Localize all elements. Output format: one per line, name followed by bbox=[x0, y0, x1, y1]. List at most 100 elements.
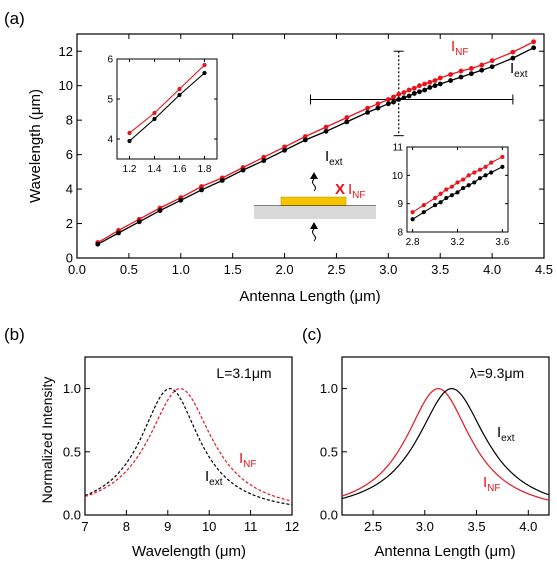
y-tick-label: 0.5 bbox=[320, 444, 338, 459]
y-tick-label: 10 bbox=[59, 78, 73, 93]
point-nf-a bbox=[199, 184, 204, 189]
inset-point-nf bbox=[472, 170, 477, 175]
panel-label-a: (a) bbox=[4, 9, 25, 28]
x-tick-label: 3.5 bbox=[468, 519, 486, 534]
x-tick-label: 4.5 bbox=[535, 262, 553, 277]
series-label-nf-c: INF bbox=[483, 474, 501, 494]
x-tick-label: 1.6 bbox=[173, 164, 187, 175]
x-tick-label: 12 bbox=[285, 519, 299, 534]
x-tick-label: 2.0 bbox=[276, 262, 294, 277]
point-ext-a bbox=[448, 78, 453, 83]
x-tick-label: 11 bbox=[244, 519, 258, 534]
antenna-schematic: Iext X INF bbox=[254, 148, 376, 242]
y-tick-label: 12 bbox=[59, 44, 73, 59]
x-tick-label: 1.0 bbox=[172, 262, 190, 277]
wave-icon-bottom bbox=[312, 228, 316, 242]
inset-point-nf bbox=[466, 173, 471, 178]
point-ext-a bbox=[261, 158, 267, 164]
inset-right-frame bbox=[406, 146, 509, 233]
plot-frame-c bbox=[341, 356, 550, 516]
inset-point-nf bbox=[177, 86, 182, 92]
inset-left-frame bbox=[116, 58, 218, 160]
point-nf-a bbox=[365, 105, 370, 111]
substrate bbox=[254, 206, 376, 219]
x-tick-label: 1.5 bbox=[224, 262, 242, 277]
point-nf-a bbox=[448, 72, 453, 77]
x-axis-label-b: Wavelength (μm) bbox=[132, 543, 246, 560]
point-nf-a bbox=[391, 94, 396, 100]
point-nf-a bbox=[411, 85, 417, 91]
up-arrow-icon-bottom bbox=[310, 222, 318, 229]
inset-point-nf bbox=[489, 160, 494, 165]
x-tick-label: 2.5 bbox=[364, 519, 382, 534]
point-ext-a bbox=[385, 101, 391, 107]
wave-icon bbox=[312, 178, 316, 192]
spectrum-ext bbox=[341, 387, 550, 500]
point-ext-a bbox=[468, 71, 474, 77]
y-tick-label: 6 bbox=[66, 147, 73, 162]
point-nf-a bbox=[344, 115, 350, 120]
point-nf-a bbox=[458, 68, 464, 74]
point-ext-a bbox=[489, 64, 495, 70]
y-tick-label: 2 bbox=[66, 216, 73, 231]
x-tick-label: 3.6 bbox=[495, 237, 509, 248]
point-ext-a bbox=[417, 89, 422, 95]
inset-point-ext bbox=[410, 217, 415, 222]
point-ext-a bbox=[458, 74, 464, 80]
x-tick-label: 3.5 bbox=[431, 262, 449, 277]
x-tick-label: 3.0 bbox=[416, 519, 434, 534]
series-label-nf-a: INF bbox=[451, 38, 469, 58]
y-axis-label-b: Normalized Intensity bbox=[39, 377, 55, 504]
point-ext-a bbox=[95, 241, 101, 247]
inset-right: 2.8 3.2 3.6 8 9 10 11 bbox=[392, 143, 510, 249]
inset-point-nf bbox=[444, 187, 449, 192]
inset-point-ext bbox=[461, 185, 466, 191]
inset-point-nf bbox=[483, 164, 488, 169]
point-ext-a bbox=[365, 110, 370, 115]
spectrum-nf bbox=[84, 388, 293, 502]
inset-point-ext bbox=[152, 116, 157, 122]
point-ext-a bbox=[510, 55, 516, 61]
y-tick-label: 4 bbox=[66, 182, 73, 197]
point-ext-a bbox=[422, 87, 428, 93]
inset-point-ext bbox=[489, 170, 494, 175]
spectrum-ext bbox=[84, 387, 293, 506]
plot-frame-b bbox=[84, 356, 293, 516]
point-ext-a bbox=[411, 91, 417, 96]
inset-point-nf bbox=[455, 180, 460, 185]
x-tick-label: 9 bbox=[164, 519, 171, 534]
point-ext-a bbox=[432, 83, 438, 89]
inset-point-nf bbox=[421, 202, 426, 208]
inset-line-ext bbox=[129, 72, 205, 142]
point-ext-a bbox=[344, 119, 350, 125]
inset-point-nf bbox=[449, 184, 454, 189]
point-nf-a bbox=[531, 39, 537, 45]
inset-point-ext bbox=[483, 173, 488, 178]
schematic-nf-label: INF bbox=[348, 181, 366, 201]
up-arrow-icon bbox=[310, 172, 318, 179]
point-nf-a bbox=[323, 124, 329, 130]
error-bar bbox=[310, 50, 514, 137]
y-tick-label: 6 bbox=[107, 55, 113, 66]
panel-label-b: (b) bbox=[4, 325, 25, 344]
inset-point-ext bbox=[127, 138, 132, 144]
inset-point-ext bbox=[432, 202, 438, 208]
inset-point-ext bbox=[466, 183, 471, 188]
panel-b: (b) 7 8 9 10 11 120.00.51.0 L=3.1μm INF Iext … bbox=[4, 325, 299, 560]
y-tick-label: 11 bbox=[393, 143, 404, 154]
x-tick-label: 2.8 bbox=[406, 237, 420, 248]
y-tick-label: 8 bbox=[397, 228, 403, 239]
y-tick-label: 0.5 bbox=[63, 444, 81, 459]
y-tick-label: 1.0 bbox=[63, 381, 81, 396]
inset-point-nf bbox=[202, 62, 207, 68]
x-tick-label: 1.2 bbox=[123, 164, 137, 175]
x-tick-label: 4.0 bbox=[483, 262, 501, 277]
point-ext-a bbox=[401, 95, 407, 101]
panel-a: (a) 0.0 0.5 1.0 1.5 2.0 2.5 3.0 3.5 4.0 4.5 0 2 4 6 8 1… bbox=[4, 9, 553, 305]
point-ext-a bbox=[302, 137, 308, 143]
x-tick-label: 1.4 bbox=[148, 164, 162, 175]
point-ext-a bbox=[375, 105, 381, 111]
point-nf-a bbox=[427, 79, 433, 85]
x-tick-label: 1.8 bbox=[198, 164, 212, 175]
panel-label-c: (c) bbox=[302, 325, 322, 344]
